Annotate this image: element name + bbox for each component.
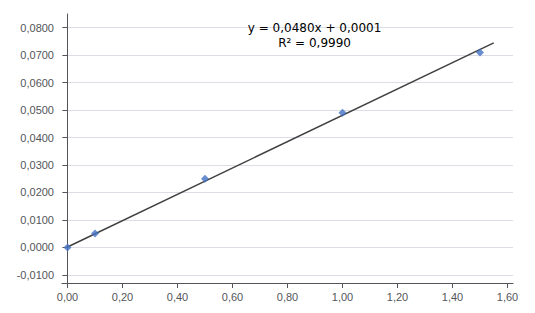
svg-text:1,60: 1,60 (497, 291, 518, 303)
svg-text:0,0800: 0,0800 (20, 22, 54, 34)
svg-text:0,0700: 0,0700 (20, 49, 54, 61)
svg-text:1,20: 1,20 (387, 291, 408, 303)
svg-text:0,0100: 0,0100 (20, 214, 54, 226)
svg-text:0,0600: 0,0600 (20, 77, 54, 89)
svg-text:0,0300: 0,0300 (20, 159, 54, 171)
svg-text:1,40: 1,40 (442, 291, 463, 303)
svg-text:R² = 0,9990: R² = 0,9990 (278, 36, 351, 50)
svg-text:0,80: 0,80 (277, 291, 298, 303)
svg-text:1,00: 1,00 (332, 291, 353, 303)
svg-text:0,60: 0,60 (222, 291, 243, 303)
svg-text:0,40: 0,40 (167, 291, 188, 303)
svg-text:-0,0100: -0,0100 (17, 269, 54, 281)
svg-text:0,0200: 0,0200 (20, 186, 54, 198)
svg-text:0,0000: 0,0000 (20, 241, 54, 253)
svg-text:y = 0,0480x + 0,0001: y = 0,0480x + 0,0001 (248, 21, 382, 35)
svg-text:0,00: 0,00 (57, 291, 78, 303)
svg-text:0,20: 0,20 (112, 291, 133, 303)
svg-text:0,0400: 0,0400 (20, 132, 54, 144)
svg-text:0,0500: 0,0500 (20, 104, 54, 116)
